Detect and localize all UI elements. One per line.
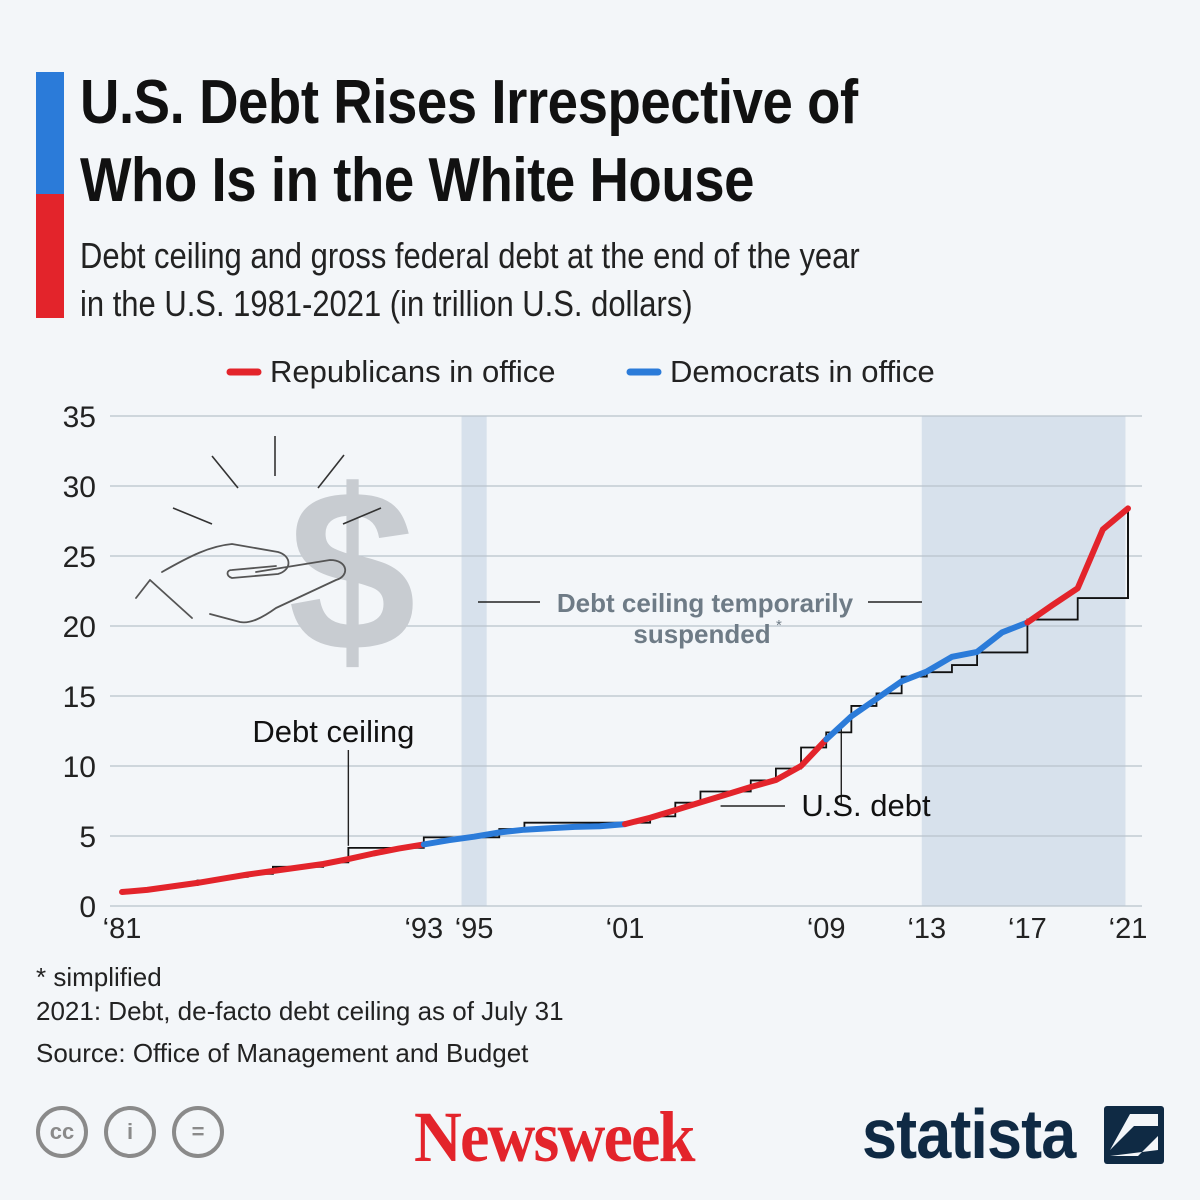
money-hand-illustration: $ xyxy=(135,436,416,699)
dollar-icon: $ xyxy=(288,442,416,699)
chart-area: $ Republicans in office Democrats in offi… xyxy=(63,354,1148,945)
license-icons: cc i = xyxy=(36,1106,224,1158)
accent-bar-red xyxy=(36,194,64,318)
shine-ray xyxy=(211,455,239,489)
shine-ray xyxy=(172,507,213,525)
y-tick-label: 30 xyxy=(63,471,96,504)
y-tick-label: 15 xyxy=(63,681,96,714)
y-tick-label: 20 xyxy=(63,611,96,644)
debt-ceiling-2021 xyxy=(1077,507,1129,600)
accent-bar xyxy=(36,72,64,318)
chart-subtitle: Debt ceiling and gross federal debt at t… xyxy=(80,235,860,324)
legend-label: Republicans in office xyxy=(270,354,556,389)
chart-title: U.S. Debt Rises Irrespective of Who Is i… xyxy=(80,68,858,215)
shaded-period-0 xyxy=(461,416,487,906)
us-debt-line xyxy=(119,505,1131,895)
debt-segment-republican xyxy=(1024,505,1131,626)
x-tick-label: ‘95 xyxy=(455,913,494,945)
newsweek-logo[interactable]: Newsweek xyxy=(414,1097,695,1177)
y-tick-label: 0 xyxy=(79,891,96,924)
hand-icon xyxy=(135,543,346,624)
y-tick-label: 35 xyxy=(63,401,96,434)
us-debt-label: U.S. debt xyxy=(801,788,931,823)
y-tick-label: 10 xyxy=(63,751,96,784)
annotations: Debt ceiling U.S. debt Debt ceiling tempor… xyxy=(252,588,931,846)
debt-segment-democrat xyxy=(420,821,628,848)
legend: Republicans in office Democrats in office xyxy=(226,354,935,389)
creative-commons-icon[interactable]: cc xyxy=(36,1106,88,1158)
x-tick-label: ‘01 xyxy=(606,913,645,945)
debt-segment-republican xyxy=(119,841,427,895)
debt-segment-democrat xyxy=(823,619,1031,743)
attribution-icon[interactable]: i xyxy=(104,1106,156,1158)
x-tick-label: ‘93 xyxy=(404,913,443,945)
suspended-footnote-marker: * xyxy=(776,617,782,634)
suspended-label-line1: Debt ceiling temporarily xyxy=(557,588,854,618)
suspended-label-line2: suspended xyxy=(633,619,770,649)
debt-ceiling-label: Debt ceiling xyxy=(252,714,414,749)
x-tick-label: ‘21 xyxy=(1109,913,1148,945)
y-tick-label: 5 xyxy=(79,821,96,854)
source-note: Source: Office of Management and Budget xyxy=(36,1038,529,1068)
shaded-periods xyxy=(461,416,1126,906)
x-tick-label: ‘81 xyxy=(103,913,142,945)
statista-mark-icon xyxy=(1104,1106,1164,1164)
debt-segment-republican xyxy=(622,736,830,828)
accent-bar-blue xyxy=(36,72,64,194)
axis-labels: 0 5 10 15 20 25 30 35 ‘81 ‘93 ‘95 ‘01 ‘09 ‘13 ‘17 ‘21 xyxy=(63,401,1148,945)
no-derivatives-icon[interactable]: = xyxy=(172,1106,224,1158)
footnote-simplified: * simplified xyxy=(36,962,162,992)
x-tick-label: ‘09 xyxy=(807,913,846,945)
legend-label: Democrats in office xyxy=(670,354,935,389)
statista-logo[interactable]: statista xyxy=(862,1095,1076,1173)
x-tick-label: ‘17 xyxy=(1008,913,1047,945)
shaded-period-1 xyxy=(921,416,1126,906)
footnote-2021: 2021: Debt, de-facto debt ceiling as of … xyxy=(36,996,564,1026)
gridlines xyxy=(110,415,1142,907)
us-debt-leader xyxy=(720,724,842,807)
shine-ray xyxy=(317,454,345,489)
shine-ray xyxy=(342,507,382,525)
x-tick-label: ‘13 xyxy=(907,913,946,945)
y-tick-label: 25 xyxy=(63,541,96,574)
